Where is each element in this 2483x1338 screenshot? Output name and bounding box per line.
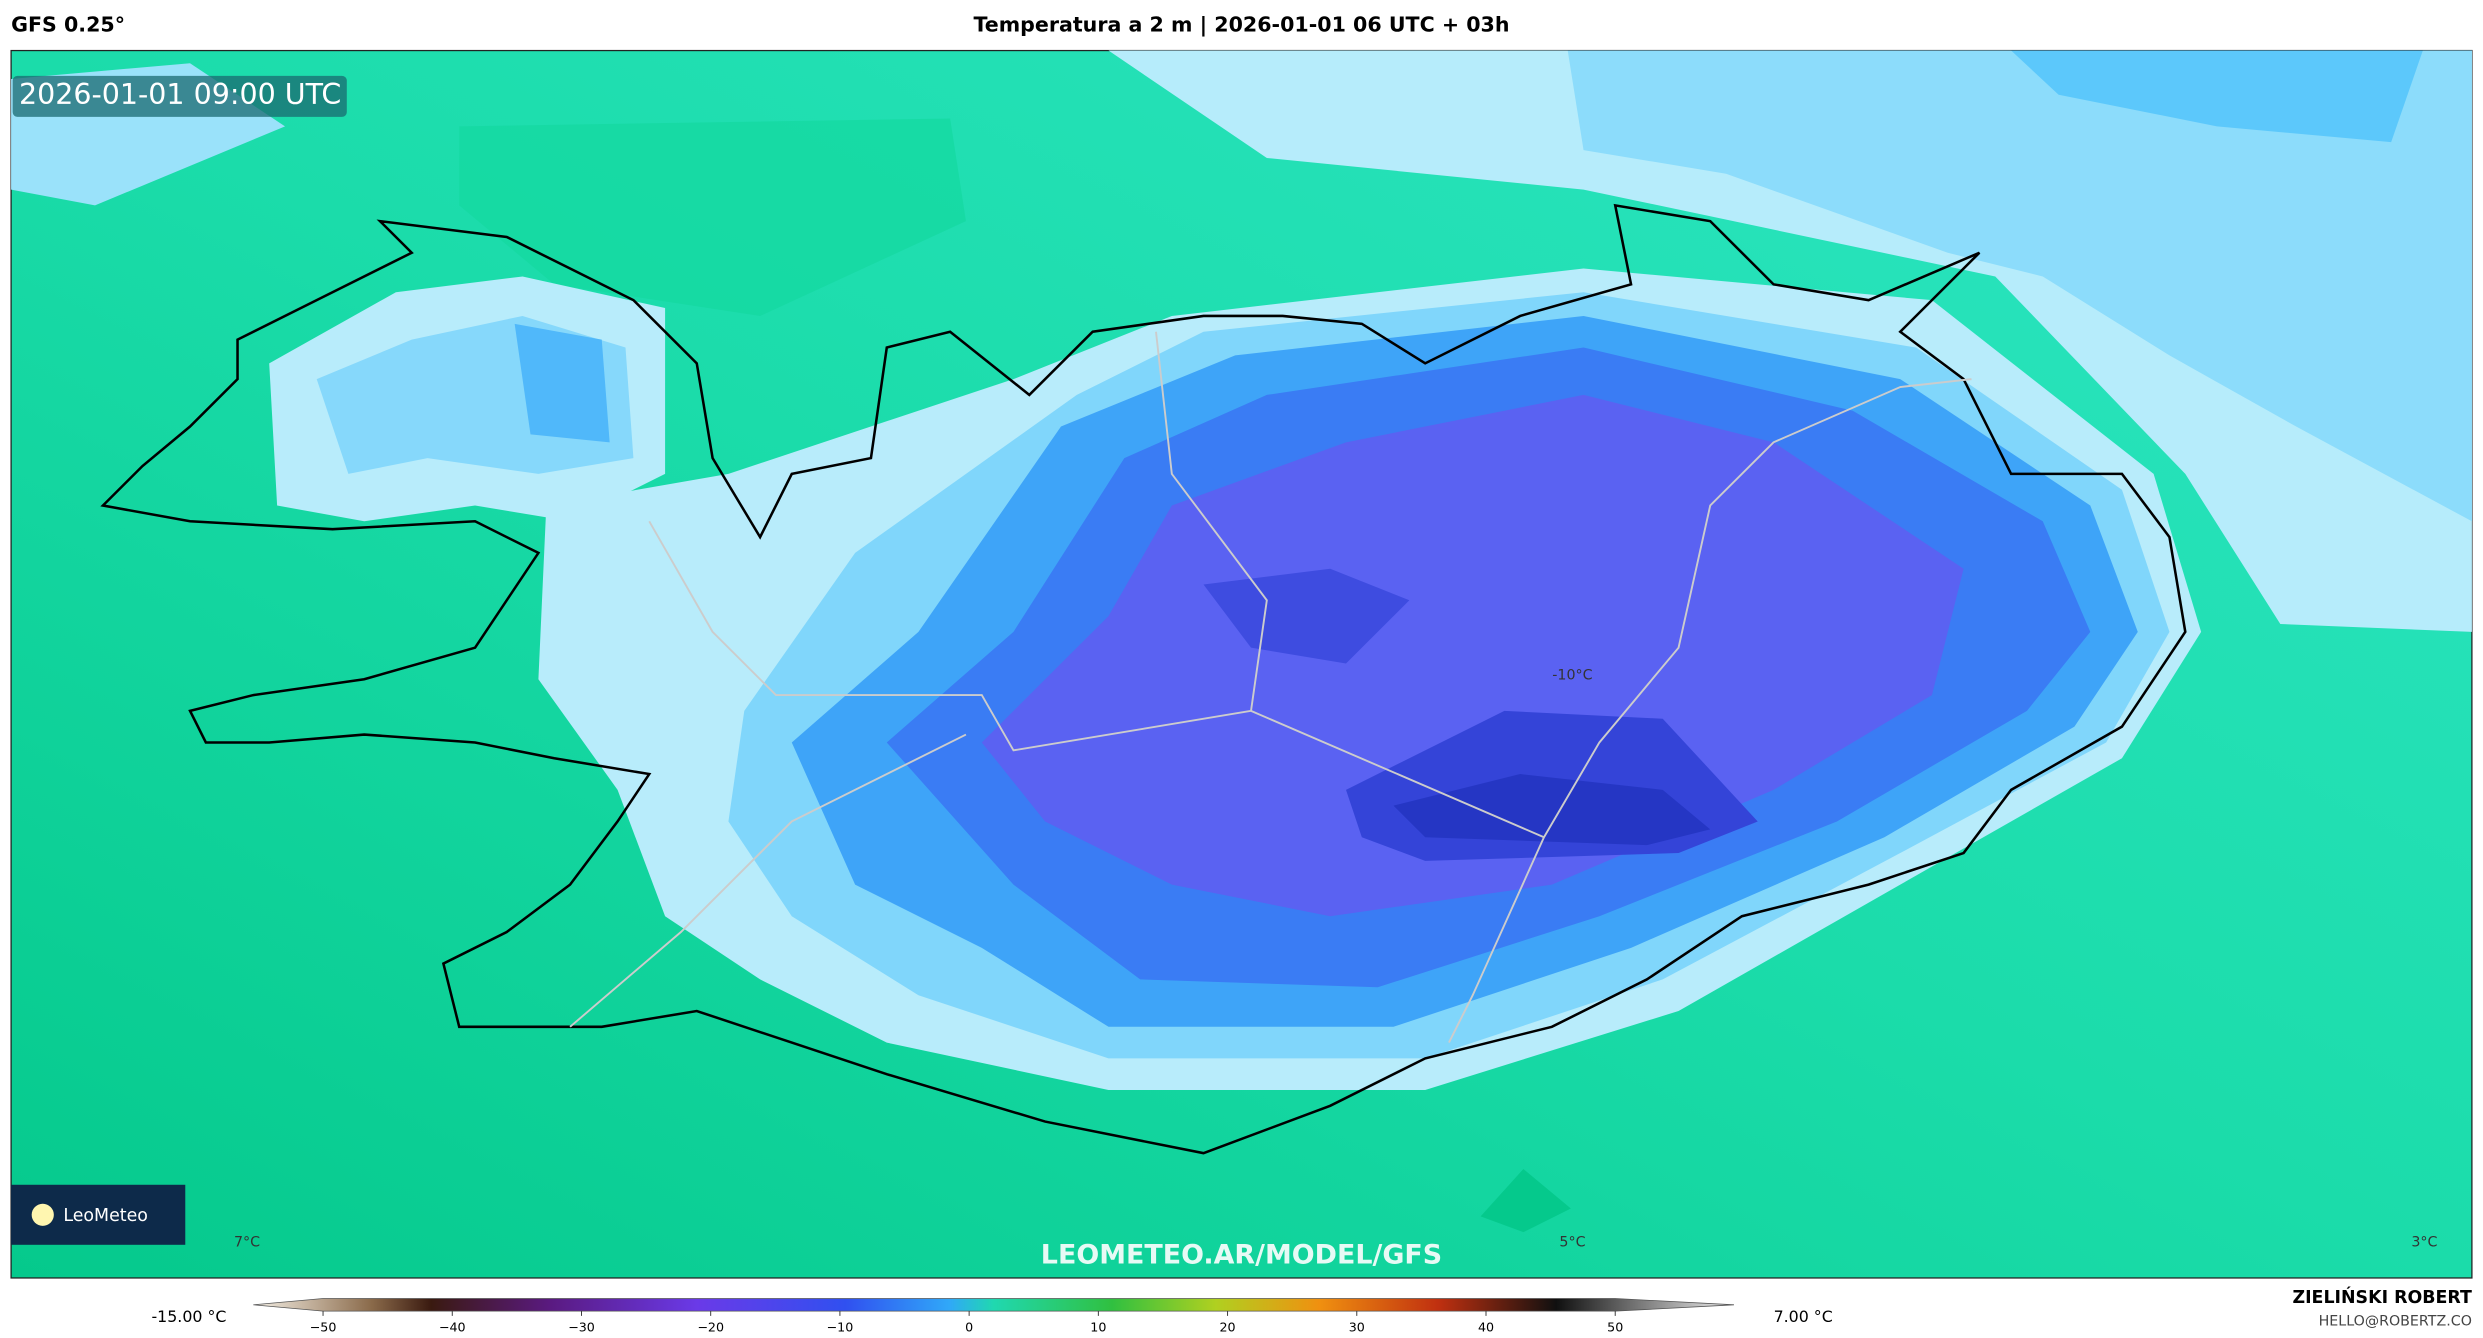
map-title: Temperatura a 2 m | 2026-01-01 06 UTC + … — [973, 13, 1509, 38]
author: ZIELIŃSKI ROBERT — [2292, 1286, 2472, 1308]
map-label: -10°C — [1552, 667, 1592, 683]
colorbar-min: -15.00 °C — [151, 1307, 226, 1326]
colorbar-tick-label: −50 — [310, 1320, 337, 1335]
colorbar-tick-label: −10 — [827, 1320, 854, 1335]
colorbar-tick-label: 40 — [1478, 1320, 1494, 1335]
colorbar-tick-label: 50 — [1607, 1320, 1623, 1335]
colorbar-tick-label: 0 — [965, 1320, 973, 1335]
timestamp: 2026-01-01 09:00 UTC — [19, 78, 341, 111]
colorbar-tick-label: −40 — [439, 1320, 466, 1335]
watermark: LEOMETEO.AR/MODEL/GFS — [1041, 1240, 1442, 1271]
email: HELLO@ROBERTZ.CO — [2319, 1313, 2472, 1329]
map-label: 3°C — [2411, 1234, 2437, 1250]
map-label: 5°C — [1559, 1234, 1585, 1250]
colorbar-tick-label: 20 — [1220, 1320, 1236, 1335]
colorbar-tick-label: 30 — [1349, 1320, 1365, 1335]
colorbar-tick-label: −20 — [697, 1320, 724, 1335]
model-name: GFS 0.25° — [11, 13, 125, 37]
colorbar-tick-label: −30 — [568, 1320, 595, 1335]
map-label: 7°C — [234, 1234, 260, 1250]
logo: LeoMeteo — [63, 1206, 148, 1226]
colorbar-max: 7.00 °C — [1774, 1307, 1833, 1326]
colorbar: -15.00 °C 7.00 °C −50 −40 −30 −20 −10 0 10 20 30… — [151, 1298, 1833, 1335]
colorbar-tick-label: 10 — [1090, 1320, 1106, 1335]
map: 2026-01-01 09:00 UTC -10°C 7°C 5°C 3°C L… — [10, 49, 2473, 1279]
